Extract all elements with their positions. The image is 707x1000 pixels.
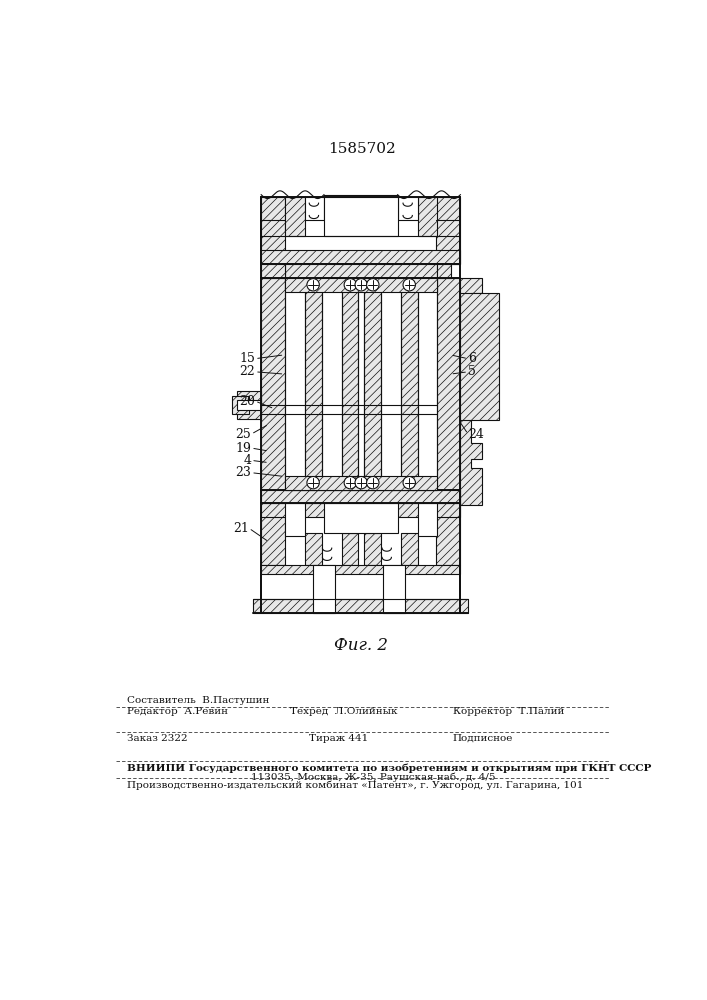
Bar [324,503,397,533]
Bar [437,278,460,490]
Bar [285,503,305,536]
Bar [313,565,335,613]
Bar [418,278,437,490]
Text: 1585702: 1585702 [328,142,396,156]
Text: Корректор  Т.Палий: Корректор Т.Палий [452,707,564,716]
Text: ВНИИПИ Государственного комитета по изобретениям и открытиям при ГКНТ СССР: ВНИИПИ Государственного комитета по изоб… [127,764,651,773]
Circle shape [344,279,356,291]
Circle shape [403,477,416,489]
Bar [341,533,358,565]
Bar [364,278,381,490]
Circle shape [307,279,320,291]
Bar [401,278,418,490]
Bar [237,400,261,410]
Bar [381,278,401,490]
Circle shape [367,477,379,489]
Bar [305,278,322,490]
Text: 21: 21 [233,522,249,535]
Circle shape [355,477,368,489]
Text: Подписное: Подписное [452,734,513,743]
Bar [261,197,285,264]
Text: Техред  Л.Олийнык: Техред Л.Олийнык [290,707,397,716]
Text: Тираж 441: Тираж 441 [309,734,368,743]
Bar [383,565,404,613]
Bar [358,278,364,490]
Text: Составитель  В.Пастушин: Составитель В.Пастушин [127,696,269,705]
Bar [397,197,418,220]
Circle shape [344,477,356,489]
Text: Фиг. 2: Фиг. 2 [334,637,388,654]
Text: Заказ 2322: Заказ 2322 [127,734,188,743]
Bar [305,197,324,220]
Bar [418,197,437,235]
Circle shape [403,279,416,291]
Text: 6: 6 [468,352,476,365]
Text: 4: 4 [243,454,251,467]
Text: Редактор  А.Ревин: Редактор А.Ревин [127,707,228,716]
Bar [261,264,285,278]
Bar [401,533,418,565]
Text: 113035, Москва, Ж-35, Раушская наб., д. 4/5: 113035, Москва, Ж-35, Раушская наб., д. … [251,773,496,782]
Bar [322,278,341,490]
Bar [285,278,437,292]
Bar [261,503,285,565]
Bar [261,278,285,490]
Circle shape [367,279,379,291]
Circle shape [307,477,320,489]
Circle shape [355,279,368,291]
Text: Производственно-издательский комбинат «Патент», г. Ужгород, ул. Гагарина, 101: Производственно-издательский комбинат «П… [127,781,583,790]
Bar [305,533,322,565]
Text: 24: 24 [468,428,484,441]
Bar [237,391,261,419]
Bar [436,503,460,565]
Bar [285,278,305,490]
Text: 22: 22 [239,365,255,378]
Bar [285,264,437,278]
Bar [261,490,460,503]
Bar [285,197,305,235]
Text: 20: 20 [239,395,255,408]
Polygon shape [460,278,482,505]
Bar [261,250,460,264]
Text: 25: 25 [235,428,251,441]
Bar [437,264,451,278]
Text: 23: 23 [235,466,251,479]
Bar [324,197,397,235]
Bar [436,197,460,264]
Text: 5: 5 [468,365,476,378]
Text: 15: 15 [239,352,255,365]
Bar [364,533,381,565]
Text: 19: 19 [235,442,251,455]
Bar [232,396,249,414]
Bar [261,503,460,517]
Polygon shape [460,293,499,420]
Bar [253,599,468,613]
Bar [285,476,437,490]
Bar [261,565,460,574]
Bar [341,278,358,490]
Bar [418,503,437,536]
